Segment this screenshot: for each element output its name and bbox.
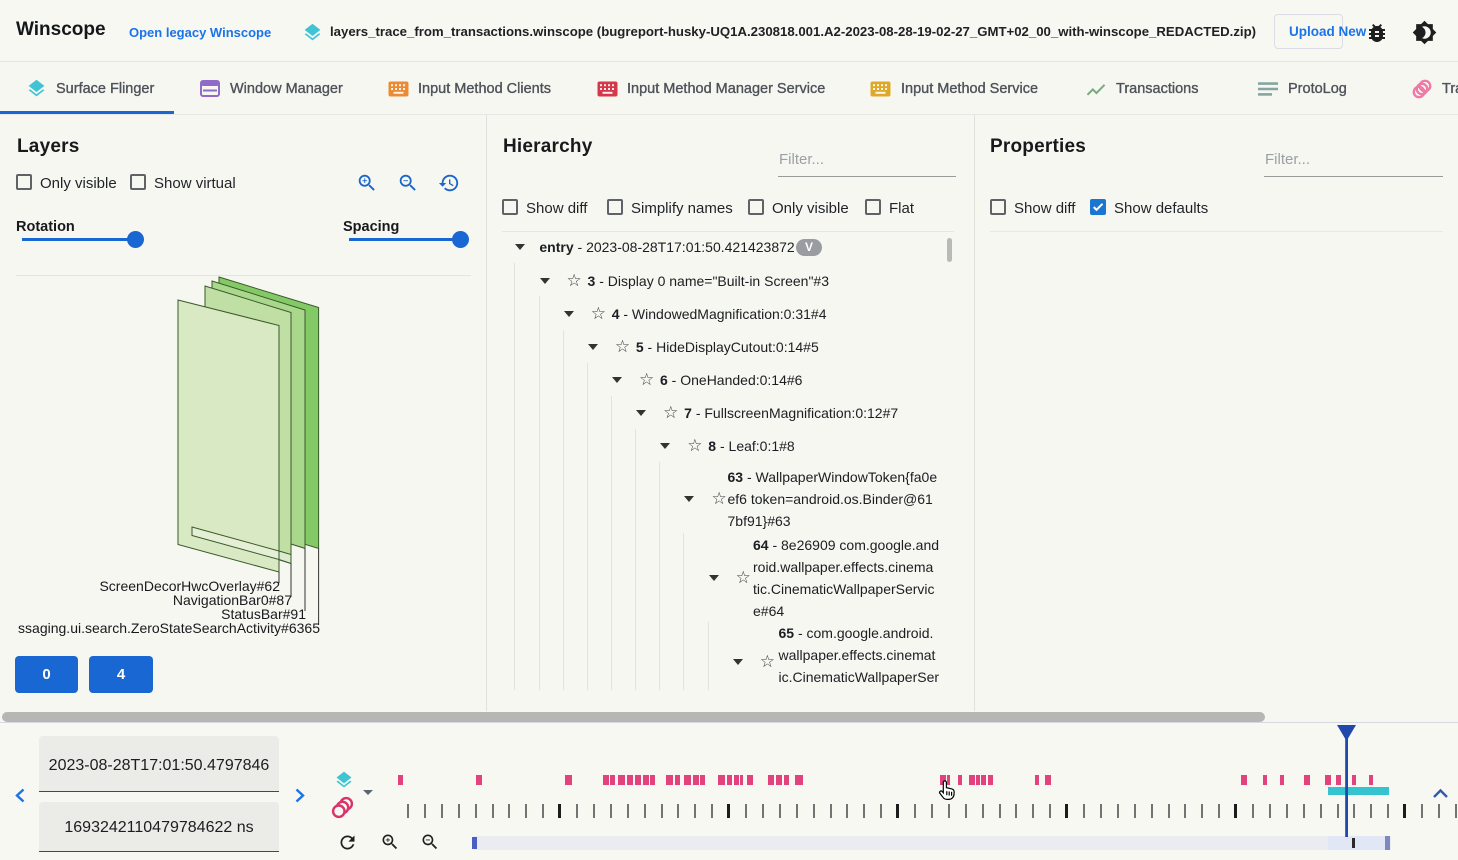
- svg-text:NavigationBar0#87: NavigationBar0#87: [173, 592, 292, 608]
- svg-text:StatusBar#91: StatusBar#91: [221, 606, 306, 622]
- svg-text:ScreenDecorHwcOverlay#62: ScreenDecorHwcOverlay#62: [99, 578, 280, 594]
- svg-text:ssaging.ui.search.ZeroStateSea: ssaging.ui.search.ZeroStateSearchActivit…: [18, 620, 320, 636]
